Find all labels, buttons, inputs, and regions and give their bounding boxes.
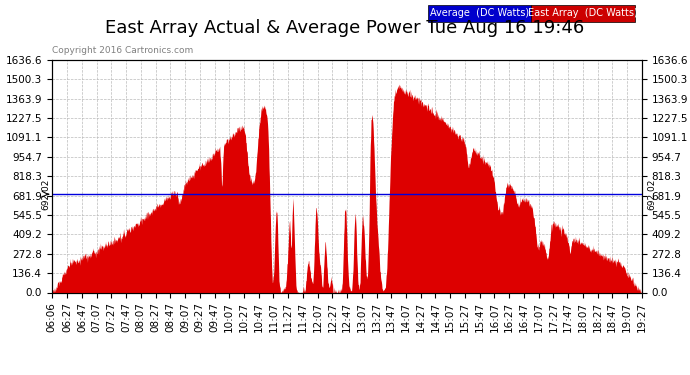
Text: East Array  (DC Watts): East Array (DC Watts) [528,8,638,18]
Text: Copyright 2016 Cartronics.com: Copyright 2016 Cartronics.com [52,46,193,56]
Text: Average  (DC Watts): Average (DC Watts) [430,8,529,18]
Text: 692.02: 692.02 [41,178,50,210]
Text: 692.02: 692.02 [648,178,657,210]
Text: East Array Actual & Average Power Tue Aug 16 19:46: East Array Actual & Average Power Tue Au… [106,19,584,37]
